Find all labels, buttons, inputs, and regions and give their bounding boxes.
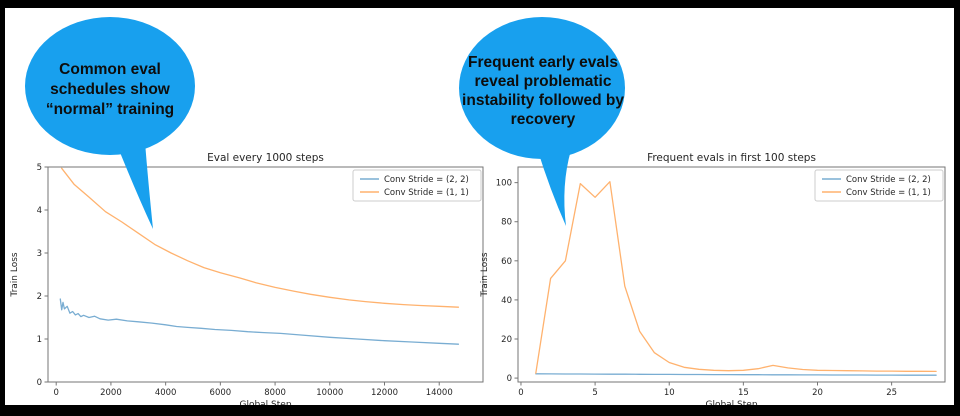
- y-tick-label: 5: [37, 163, 42, 173]
- legend-label: Conv Stride = (1, 1): [846, 188, 931, 198]
- series-line-conv-stride-1-1: [535, 181, 937, 374]
- x-tick-label: 10: [664, 388, 675, 398]
- y-tick-label: 20: [501, 335, 512, 345]
- x-tick-label: 14000: [426, 388, 453, 398]
- y-tick-label: 2: [37, 292, 42, 302]
- y-tick-label: 60: [501, 257, 512, 267]
- frame-bar-bottom: [0, 405, 960, 416]
- x-tick-label: 5: [592, 388, 597, 398]
- series-group: [535, 181, 937, 376]
- x-tick-label: 4000: [155, 388, 177, 398]
- x-tick-label: 8000: [264, 388, 286, 398]
- chart-title: Frequent evals in first 100 steps: [647, 152, 816, 164]
- legend-label: Conv Stride = (2, 2): [846, 175, 931, 185]
- x-tick-label: 15: [738, 388, 749, 398]
- x-tick-label: 0: [518, 388, 523, 398]
- axes-frame: [517, 166, 946, 383]
- y-tick-label: 40: [501, 296, 512, 306]
- x-tick-label: 12000: [371, 388, 398, 398]
- y-tick-label: 80: [501, 218, 512, 228]
- legend-box: [352, 169, 482, 202]
- frame-bar-left: [0, 0, 5, 416]
- series-line-conv-stride-2-2: [535, 373, 937, 376]
- x-tick-label: 20: [812, 388, 823, 398]
- x-axis-label: Global Step: [239, 400, 291, 406]
- y-tick-label: 4: [37, 206, 42, 216]
- frame-bar-right: [954, 0, 960, 416]
- y-tick-label: 100: [496, 179, 512, 189]
- left-chart: 0 2000 4000 6000 8000 10000 12000 14000 0 1 2 3 4 5 Ev…: [10, 152, 484, 406]
- chart-title: Eval every 1000 steps: [207, 152, 324, 164]
- frame-bar-top: [0, 0, 960, 8]
- x-tick-label: 2000: [100, 388, 122, 398]
- y-tick-label: 0: [507, 374, 512, 384]
- legend-label: Conv Stride = (2, 2): [384, 175, 469, 185]
- x-tick-label: 6000: [210, 388, 232, 398]
- x-tick-label: 0: [53, 388, 58, 398]
- series-line-conv-stride-2-2: [59, 298, 460, 345]
- legend-label: Conv Stride = (1, 1): [384, 188, 469, 198]
- legend-box: [814, 169, 944, 202]
- x-axis-label: Global Step: [705, 400, 757, 406]
- x-tick-label: 25: [886, 388, 897, 398]
- y-tick-label: 0: [37, 378, 42, 388]
- bubble-text-left: Common eval schedules show “normal” trai…: [45, 61, 175, 118]
- y-tick-label: 1: [37, 335, 42, 345]
- axes-frame: [47, 166, 484, 383]
- bubble-text-right: Frequent early evals reveal problematic …: [462, 54, 624, 128]
- right-chart: 0 5 10 15 20 25 0 20 40 60 80 100 Frequent evals in …: [480, 152, 946, 406]
- y-axis-label: Train Loss: [480, 252, 490, 298]
- y-tick-label: 3: [37, 249, 42, 259]
- y-axis-label: Train Loss: [10, 252, 20, 298]
- x-tick-label: 10000: [316, 388, 343, 398]
